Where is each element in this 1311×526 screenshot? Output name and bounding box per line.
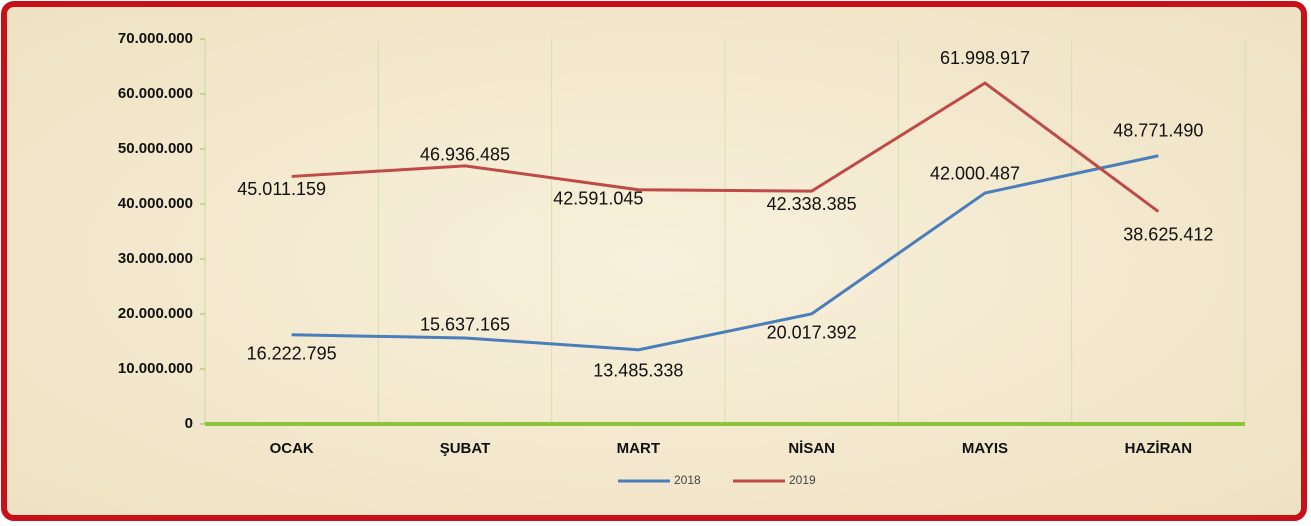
y-tick-label: 30.000.000 [118,250,193,267]
value-label: 42.591.045 [553,188,643,208]
x-tick-label: NİSAN [788,440,835,457]
value-label: 20.017.392 [767,323,857,343]
y-tick-label: 20.000.000 [118,305,193,322]
legend-label: 2018 [674,473,701,487]
y-tick-label: 40.000.000 [118,195,193,212]
y-tick-label: 50.000.000 [118,140,193,157]
value-label: 38.625.412 [1123,224,1213,244]
value-label: 42.338.385 [767,194,857,214]
series-line [291,81,1160,213]
value-label: 13.485.338 [593,361,683,381]
value-label: 16.222.795 [247,344,337,364]
value-label: 46.936.485 [420,145,510,165]
x-tick-label: MAYIS [962,440,1008,457]
y-tick-label: 60.000.000 [118,85,193,102]
series-line [291,154,1159,352]
x-tick-label: OCAK [270,440,314,457]
y-tick-label: 70.000.000 [118,30,193,47]
x-tick-label: ŞUBAT [440,440,491,457]
x-tick-label: HAZİRAN [1125,440,1193,457]
value-label: 45.011.159 [237,179,326,199]
value-label: 15.637.165 [420,315,510,335]
x-tick-label: MART [617,440,660,457]
value-label: 42.000.487 [930,164,1020,184]
y-tick-label: 0 [185,415,193,432]
value-label: 61.998.917 [940,48,1030,68]
y-tick-label: 10.000.000 [118,360,193,377]
value-label: 48.771.490 [1113,121,1203,141]
legend-label: 2019 [789,473,816,487]
